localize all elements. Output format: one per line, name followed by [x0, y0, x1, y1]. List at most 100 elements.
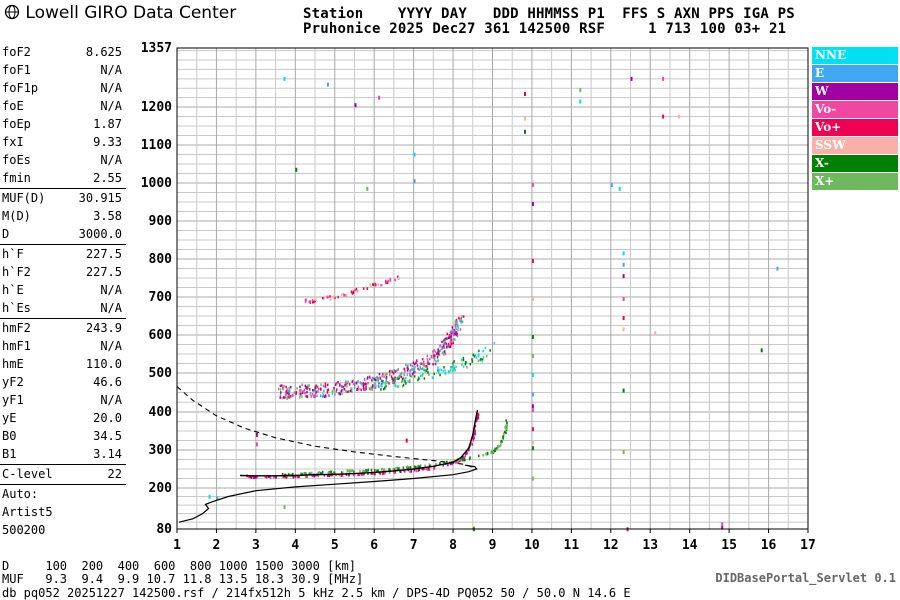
echo-dot-f2-multi — [414, 370, 416, 374]
param-row: B0 34.5 — [0, 427, 126, 445]
echo-dot-f2-multi — [322, 394, 325, 397]
echo-dot-o — [265, 475, 268, 479]
echo-dot-o — [362, 472, 364, 476]
echo-dot-f2-multi — [374, 386, 377, 389]
echo-dot-f2-multi-x — [401, 385, 404, 388]
echo-dot-f2-multi — [454, 338, 456, 341]
echo-dot-x — [341, 471, 343, 474]
echo-dot-f2-multi-x — [452, 365, 455, 368]
globe-icon — [4, 4, 20, 20]
echo-dot-noise — [413, 179, 416, 184]
param-value: 34.5 — [93, 429, 122, 443]
echo-dot-f2-multi-x — [438, 368, 440, 372]
echo-dot-o — [379, 472, 382, 475]
echo-dot-f2-multi — [426, 358, 429, 361]
echo-dot-f2-third — [372, 283, 374, 286]
echo-dot-f2-multi — [309, 391, 312, 395]
echo-dot-o — [383, 472, 385, 475]
servlet-version: DIDBasePortal_Servlet 0.1 — [715, 571, 896, 585]
echo-dot-f2-multi — [454, 330, 456, 333]
echo-dot-f2-multi — [443, 338, 445, 342]
footer-distance-row: D 100 200 400 600 800 1000 1500 3000 [km… — [2, 559, 357, 573]
echo-dot-x — [506, 421, 508, 425]
echo-dot-o — [473, 436, 475, 439]
echo-dot-f2-third — [308, 300, 310, 303]
echo-dot-f2-third — [326, 295, 328, 299]
param-value: N/A — [100, 81, 122, 95]
param-name: h`Es — [2, 301, 31, 315]
param-row: hmE 110.0 — [0, 355, 126, 373]
profile-dashed-line — [176, 386, 477, 470]
echo-dot-o — [458, 459, 461, 463]
x-tick-label: 13 — [642, 538, 658, 553]
echo-dot-f2-multi — [461, 320, 464, 324]
echo-dot-f2-multi — [383, 375, 385, 378]
echo-dot-f2-multi — [441, 347, 443, 351]
echo-dot-o — [476, 413, 479, 416]
echo-dot-f2-multi — [373, 385, 376, 388]
echo-dot-f2-multi-x — [432, 376, 435, 380]
echo-dot-f2-multi-x — [417, 378, 419, 382]
echo-dot-noise — [531, 259, 534, 263]
echo-dot-f2-multi — [344, 381, 347, 385]
echo-dot-f2-multi — [393, 377, 395, 380]
echo-dot-o — [477, 416, 480, 420]
echo-dot-noise — [531, 476, 534, 481]
echo-dot-o — [330, 474, 332, 477]
echo-dot-f2-multi-x — [481, 358, 484, 361]
echo-dot-f2-multi — [382, 372, 385, 376]
x-tick-label: 14 — [682, 538, 698, 553]
echo-dot-x — [462, 459, 464, 462]
echo-dot-f2-multi-x — [474, 353, 476, 357]
echo-dot-f2-third — [350, 290, 353, 293]
echo-dot-f2-multi — [455, 327, 457, 331]
param-row: hmF1 N/A — [0, 337, 126, 355]
echo-dot-x — [463, 459, 466, 462]
param-name: foEp — [2, 117, 31, 131]
echo-dot-o — [373, 472, 376, 476]
auto-line: 500200 — [2, 523, 46, 537]
echo-dot-f2-multi — [369, 387, 372, 391]
echo-dot-x — [504, 426, 506, 429]
echo-dot-f2-multi — [449, 330, 452, 334]
echo-dot-f2-multi-x — [382, 381, 385, 384]
echo-dot-f2-multi — [319, 394, 322, 397]
echo-dot-f2-multi — [394, 370, 397, 373]
param-name: D — [2, 227, 10, 241]
echo-dot-x — [362, 470, 364, 473]
echo-dot-o — [285, 476, 288, 479]
echo-dot-o — [367, 472, 369, 475]
echo-dot-f2-multi — [302, 390, 304, 393]
echo-dot-x — [353, 470, 355, 473]
echo-dot-x — [311, 471, 313, 475]
echo-dot-o — [477, 413, 480, 416]
echo-dot-f2-multi — [351, 387, 353, 391]
echo-dot-x — [305, 471, 307, 475]
echo-dot-f2-multi-x — [385, 379, 387, 382]
echo-dot-noise — [326, 82, 329, 87]
echo-dot-o — [264, 475, 266, 478]
echo-dot-x — [468, 457, 471, 461]
echo-dot-f2-multi-x — [380, 384, 382, 388]
echo-dot-f2-multi — [325, 394, 327, 398]
echo-dot-f2-multi — [425, 365, 427, 368]
echo-dot-noise — [378, 95, 381, 100]
echo-dot-f2-multi — [341, 392, 343, 396]
echo-dot-f2-multi — [317, 387, 320, 391]
echo-dot-f2-multi — [326, 389, 329, 392]
echo-dot-f2-multi-x — [466, 366, 468, 369]
echo-dot-x — [496, 447, 498, 450]
echo-dot-f2-third — [353, 290, 355, 293]
echo-dot-x — [350, 469, 352, 473]
echo-dot-f2-third — [387, 279, 389, 283]
echo-dot-noise — [413, 152, 416, 157]
param-row: yE 20.0 — [0, 409, 126, 427]
y-tick-label: 600 — [149, 328, 173, 343]
echo-dot-f2-multi-x — [385, 384, 387, 388]
echo-dot-f2-multi — [304, 384, 307, 388]
autoscaling-info: Auto: Artist5 500200 — [0, 485, 126, 539]
echo-dot-noise — [208, 494, 211, 499]
echo-dot-f2-multi — [459, 319, 461, 323]
echo-dot-f2-multi — [365, 385, 367, 389]
echo-dot-f2-multi-x — [425, 369, 428, 373]
